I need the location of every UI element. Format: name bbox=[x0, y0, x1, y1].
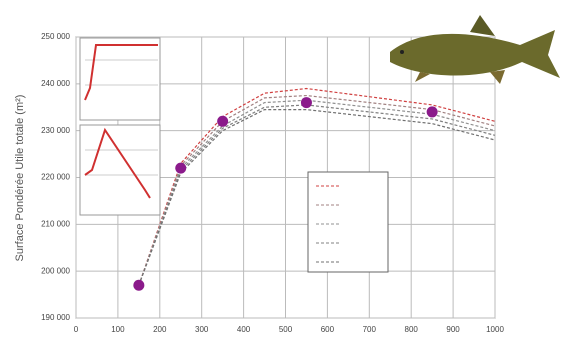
fish-image bbox=[390, 15, 560, 84]
legend bbox=[307, 171, 389, 273]
x-tick-label: 900 bbox=[446, 325, 460, 334]
y-tick-label: 210 000 bbox=[41, 219, 70, 228]
x-tick-label: 300 bbox=[195, 325, 209, 334]
y-tick-label: 230 000 bbox=[41, 126, 70, 135]
inset-charts bbox=[79, 37, 161, 216]
x-tick-label: 400 bbox=[237, 325, 251, 334]
x-tick-label: 0 bbox=[74, 325, 79, 334]
y-tick-label: 240 000 bbox=[41, 79, 70, 88]
y-axis-title: Surface Pondérée Utile totale (m²) bbox=[14, 95, 26, 262]
data-point bbox=[300, 97, 312, 109]
x-tick-label: 200 bbox=[153, 325, 167, 334]
x-tick-label: 700 bbox=[363, 325, 377, 334]
series-line bbox=[138, 108, 496, 286]
x-tick-label: 600 bbox=[321, 325, 335, 334]
data-point bbox=[133, 279, 145, 291]
x-tick-label: 1000 bbox=[486, 325, 504, 334]
y-tick-label: 200 000 bbox=[41, 266, 70, 275]
data-point bbox=[426, 106, 438, 118]
x-tick-label: 800 bbox=[405, 325, 419, 334]
data-point bbox=[175, 162, 187, 174]
data-point bbox=[217, 115, 229, 127]
y-tick-label: 220 000 bbox=[41, 173, 70, 182]
x-tick-label: 500 bbox=[279, 325, 293, 334]
x-tick-label: 100 bbox=[111, 325, 125, 334]
y-tick-label: 250 000 bbox=[41, 32, 70, 41]
y-tick-label: 190 000 bbox=[41, 313, 70, 322]
